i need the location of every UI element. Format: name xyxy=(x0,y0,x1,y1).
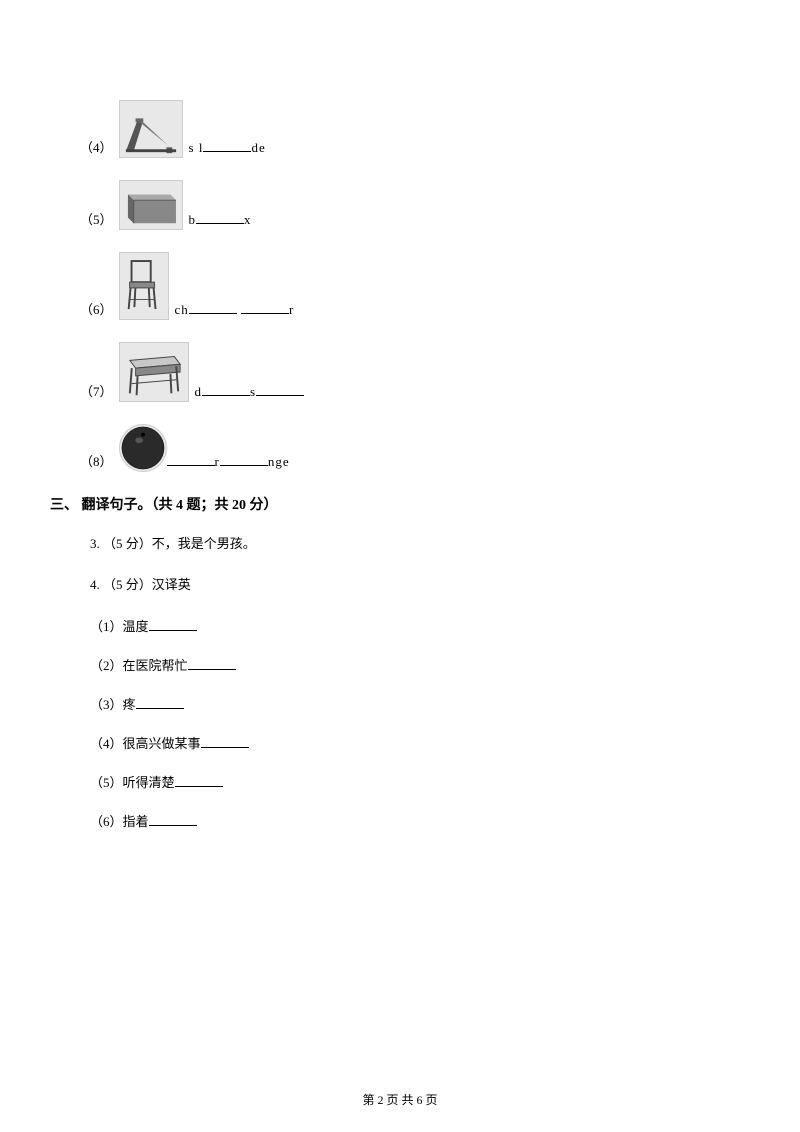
sub-q1: （1）温度 xyxy=(90,616,720,635)
question-5: （5） bx xyxy=(80,180,720,230)
chair-image xyxy=(119,252,169,320)
sub-q5-text: （5）听得清楚 xyxy=(90,775,175,790)
question-8: （8） rnge xyxy=(80,424,720,472)
sub-q4-text: （4）很高兴做某事 xyxy=(90,736,201,751)
blank xyxy=(196,212,244,224)
q6-suffix: r xyxy=(289,302,294,317)
page-content: （4） s l de （5） xyxy=(0,0,800,830)
q8-number: （8） xyxy=(80,451,113,470)
blank xyxy=(203,140,251,152)
question-7: （7） ds xyxy=(80,342,720,402)
sub-q2-text: （2）在医院帮忙 xyxy=(90,658,188,673)
blank xyxy=(220,454,268,466)
sub-q6: （6）指着 xyxy=(90,811,720,830)
q8-suffix: nge xyxy=(268,454,290,469)
blank xyxy=(201,736,249,748)
blank xyxy=(189,302,237,314)
section-3-title: 三、 翻译句子。（共 4 题；共 20 分） xyxy=(50,494,720,514)
blank xyxy=(188,658,236,670)
slide-image xyxy=(119,100,183,158)
box-image xyxy=(119,180,183,230)
blank xyxy=(241,302,289,314)
q4-prefix: s l xyxy=(189,140,204,155)
question-6: （6） ch r xyxy=(80,252,720,320)
sub-q3: （3）疼 xyxy=(90,694,720,713)
sub-q2: （2）在医院帮忙 xyxy=(90,655,720,674)
q4-text: s l de xyxy=(189,140,266,156)
q4-number: （4） xyxy=(80,137,113,156)
q5-number: （5） xyxy=(80,209,113,228)
blank xyxy=(167,454,215,466)
question-3: 3. （5 分）不，我是个男孩。 xyxy=(90,534,720,555)
q6-number: （6） xyxy=(80,299,113,318)
q5-text: bx xyxy=(189,212,252,228)
question-4-translate: 4. （5 分）汉译英 xyxy=(90,575,720,596)
q8-text: rnge xyxy=(167,454,290,470)
blank xyxy=(149,619,197,631)
sub-q3-text: （3）疼 xyxy=(90,697,136,712)
blank xyxy=(149,814,197,826)
q5-prefix: b xyxy=(189,212,197,227)
q6-text: ch r xyxy=(175,302,295,318)
q4-suffix: de xyxy=(251,140,265,155)
blank xyxy=(175,775,223,787)
blank xyxy=(256,384,304,396)
q5-suffix: x xyxy=(244,212,252,227)
orange-image xyxy=(119,424,167,472)
q7-text: ds xyxy=(195,384,305,400)
desk-image xyxy=(119,342,189,402)
sub-q6-text: （6）指着 xyxy=(90,814,149,829)
q7-prefix: d xyxy=(195,384,203,399)
sub-q1-text: （1）温度 xyxy=(90,619,149,634)
blank xyxy=(202,384,250,396)
sub-q5: （5）听得清楚 xyxy=(90,772,720,791)
sub-q4: （4）很高兴做某事 xyxy=(90,733,720,752)
blank xyxy=(136,697,184,709)
q7-number: （7） xyxy=(80,381,113,400)
question-4: （4） s l de xyxy=(80,100,720,158)
page-footer: 第 2 页 共 6 页 xyxy=(0,1091,800,1108)
q6-prefix: ch xyxy=(175,302,189,317)
